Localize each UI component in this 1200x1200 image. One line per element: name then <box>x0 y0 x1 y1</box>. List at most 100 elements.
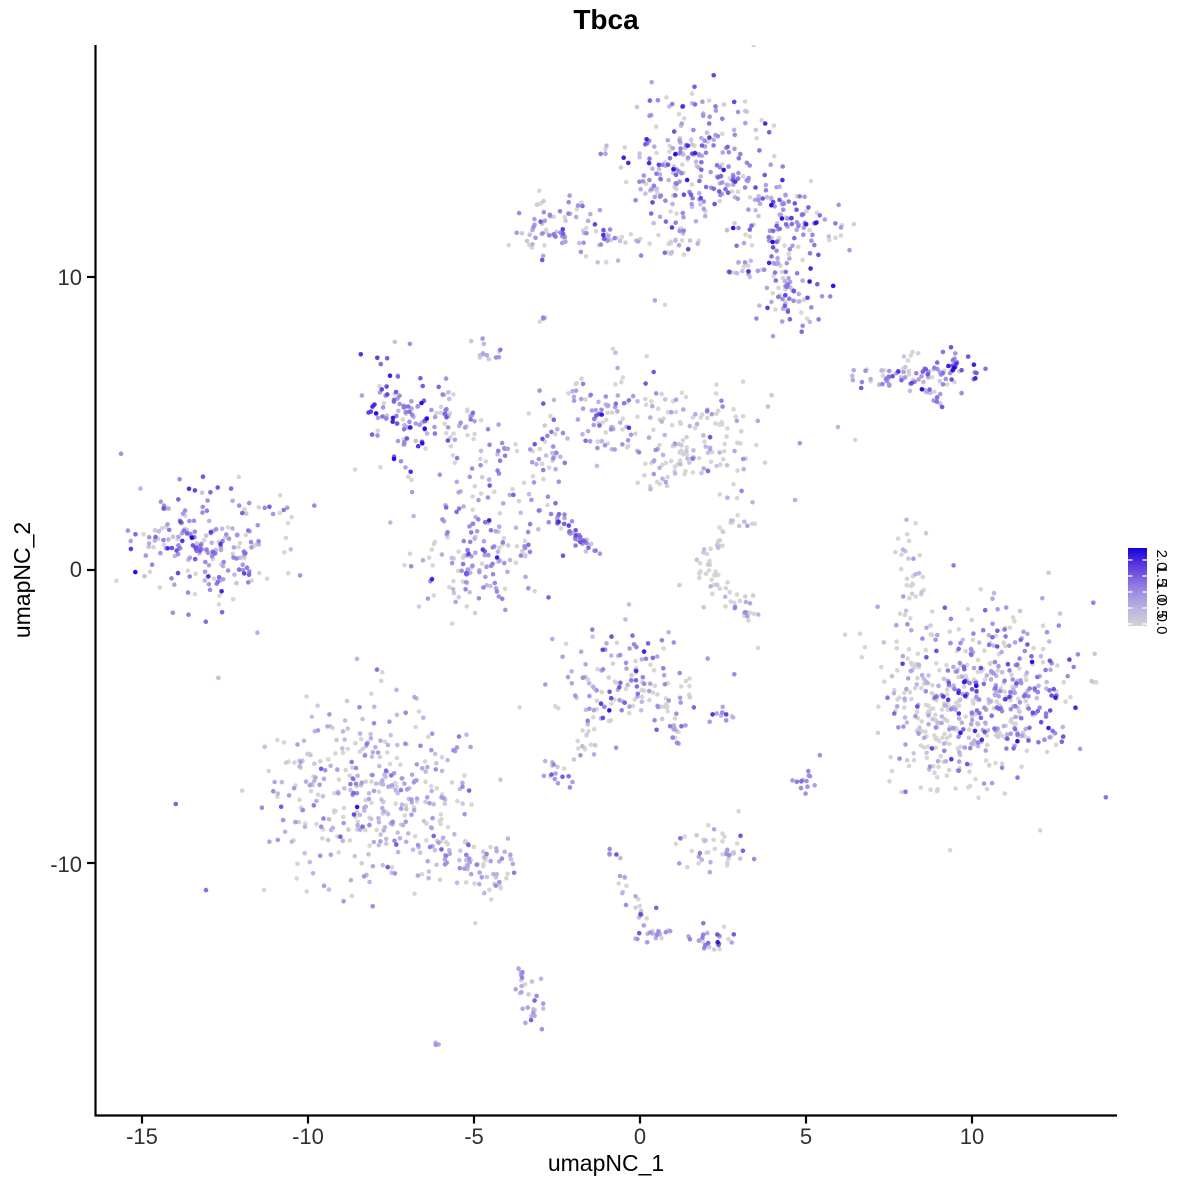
cell-point <box>934 395 940 400</box>
cell-point <box>623 660 629 666</box>
cell-point <box>449 555 455 561</box>
cell-point <box>433 767 439 772</box>
cell-point <box>177 476 182 482</box>
cell-point <box>546 465 552 471</box>
cell-point <box>629 673 634 678</box>
cell-point <box>556 479 562 485</box>
cell-point <box>725 847 730 853</box>
cell-point <box>415 842 421 848</box>
cell-point <box>541 773 547 779</box>
cell-point <box>225 568 231 573</box>
cell-point <box>894 622 899 628</box>
cell-point <box>543 682 548 687</box>
cell-point <box>776 285 781 291</box>
cell-point <box>931 764 936 769</box>
cell-point <box>654 186 660 191</box>
cell-point <box>565 436 570 441</box>
cell-point <box>683 678 689 684</box>
cell-point <box>737 598 743 604</box>
cell-point <box>472 484 478 489</box>
cell-point <box>321 816 326 821</box>
cell-point <box>369 432 375 437</box>
cell-point <box>901 369 906 375</box>
cell-point <box>1075 652 1081 657</box>
cell-point <box>740 268 745 274</box>
cell-point <box>266 768 272 774</box>
cell-point <box>466 856 472 861</box>
cell-point <box>538 201 543 206</box>
cell-point <box>1053 695 1058 700</box>
cell-point <box>627 646 632 651</box>
cell-point <box>713 421 718 426</box>
cell-point <box>432 431 438 436</box>
cell-point <box>902 375 908 380</box>
cell-point <box>500 501 506 506</box>
cell-point <box>585 218 591 224</box>
cell-point <box>360 716 365 722</box>
cell-point <box>924 750 929 756</box>
cell-point <box>612 235 617 241</box>
cell-point <box>715 545 721 550</box>
cell-point <box>220 577 226 582</box>
cell-point <box>625 682 630 688</box>
cell-point <box>666 241 671 247</box>
cell-point <box>436 384 442 390</box>
cell-point <box>208 529 214 535</box>
cell-point <box>511 870 517 876</box>
cell-point <box>711 837 716 843</box>
cell-point <box>456 594 462 600</box>
cell-point <box>471 844 477 850</box>
cell-point <box>628 432 634 438</box>
cell-point <box>1060 734 1066 739</box>
cell-point <box>914 709 920 715</box>
cell-point <box>595 260 600 265</box>
cell-point <box>257 570 262 576</box>
cell-point <box>648 486 653 492</box>
cell-point <box>819 294 825 299</box>
cell-point <box>932 770 937 775</box>
cell-point <box>705 415 710 421</box>
cell-point <box>779 319 785 324</box>
cell-point <box>443 840 449 845</box>
cell-point <box>724 863 730 868</box>
cell-point <box>569 681 575 686</box>
cell-point <box>749 223 754 228</box>
cell-point <box>588 211 593 217</box>
cell-point <box>538 219 543 224</box>
cell-point <box>348 787 353 793</box>
cell-point <box>643 461 648 467</box>
cell-point <box>1038 719 1044 725</box>
cell-point <box>431 593 437 598</box>
cell-point <box>463 880 469 885</box>
cell-point <box>483 574 488 580</box>
cell-point <box>294 876 299 881</box>
cell-point <box>237 555 243 561</box>
cell-point <box>661 666 666 671</box>
cell-point <box>478 448 484 454</box>
cell-point <box>654 150 659 156</box>
cell-point <box>457 857 462 863</box>
cell-point <box>429 576 435 582</box>
cell-point <box>797 299 802 304</box>
cell-point <box>765 305 770 311</box>
cell-point <box>1044 679 1049 685</box>
legend-tick-label: 0.0 <box>1153 613 1170 635</box>
cell-point <box>776 294 781 300</box>
cell-point <box>711 137 716 142</box>
cell-point <box>156 528 162 534</box>
cell-point <box>528 1017 534 1023</box>
cell-point <box>526 542 531 548</box>
cell-point <box>711 186 717 192</box>
cell-point <box>555 780 561 786</box>
cell-point <box>652 717 657 723</box>
cell-point <box>660 476 665 482</box>
cell-point <box>904 532 910 537</box>
cell-point <box>210 549 216 555</box>
cell-point <box>576 746 581 751</box>
cell-point <box>913 713 918 719</box>
cell-point <box>230 498 235 504</box>
cell-point <box>378 839 383 844</box>
cell-point <box>314 821 319 827</box>
cell-point <box>172 582 177 587</box>
cell-point <box>673 409 679 415</box>
